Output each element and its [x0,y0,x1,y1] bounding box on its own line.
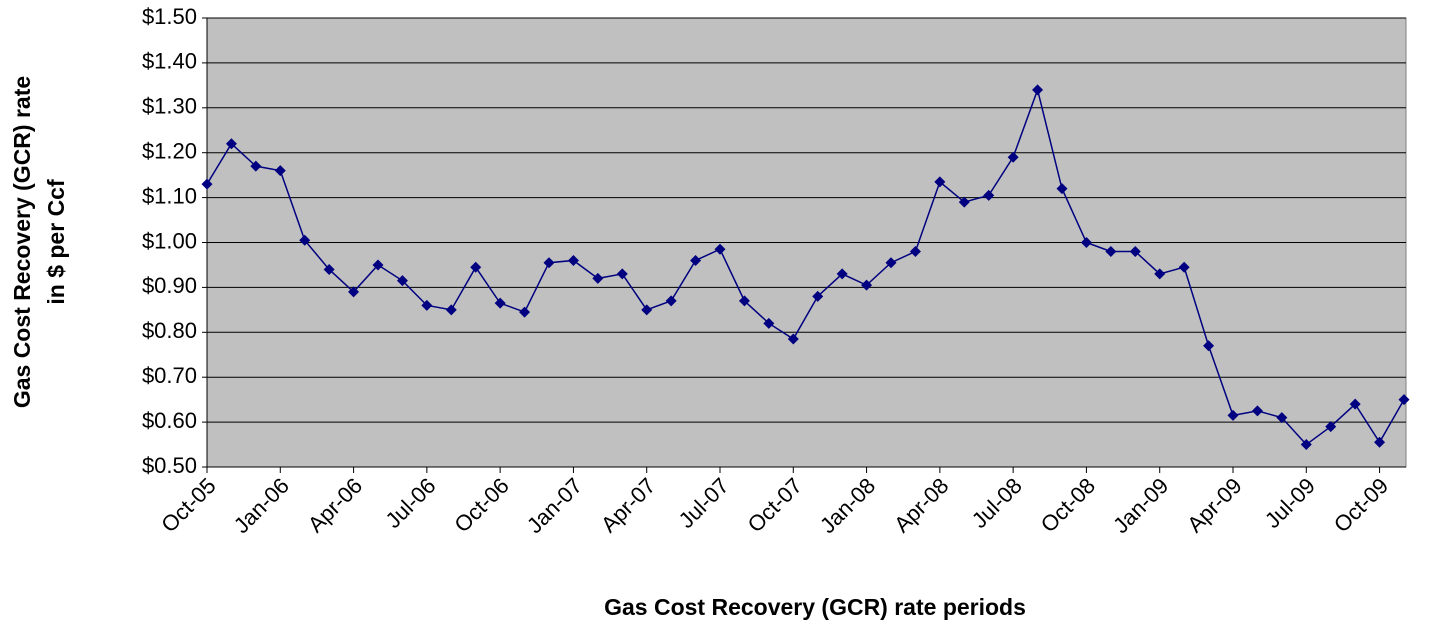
x-tick-label: Apr-06 [303,473,367,537]
data-point [1300,439,1312,451]
data-point [372,259,384,271]
data-point [250,160,262,172]
y-tick-label: $0.60 [142,408,197,433]
x-tick-label: Oct-07 [743,473,807,537]
x-tick-label: Jul-09 [1260,473,1320,533]
x-tick-label: Oct-05 [156,473,220,537]
data-point [812,290,824,302]
data-point [445,304,457,316]
data-point [1325,421,1337,433]
data-point [1105,245,1117,257]
data-point [690,254,702,266]
data-point [543,257,555,269]
data-point [201,178,213,190]
y-axis-title: in $ per Ccf [43,179,69,305]
data-point [1276,412,1288,424]
x-tick-label: Apr-07 [596,473,660,537]
data-point [1129,245,1141,257]
data-point [958,196,970,208]
x-tick-label: Apr-08 [889,473,953,537]
y-tick-label: $1.00 [142,228,197,253]
data-point [616,268,628,280]
data-point [323,263,335,275]
data-point [470,261,482,273]
data-point [1178,261,1190,273]
x-tick-label: Oct-08 [1036,473,1100,537]
data-point [494,297,506,309]
data-point [665,295,677,307]
data-point [1203,340,1215,352]
y-axis-title: Gas Cost Recovery (GCR) rate [9,76,35,408]
y-tick-label: $0.50 [142,453,197,478]
data-point [421,299,433,311]
data-point [1227,409,1239,421]
y-tick-label: $1.30 [142,94,197,119]
data-point [641,304,653,316]
data-point [909,245,921,257]
x-tick-label: Oct-09 [1329,473,1393,537]
data-point [1349,398,1361,410]
data-point [983,189,995,201]
x-tick-label: Jul-08 [967,473,1027,533]
y-tick-label: $0.70 [142,363,197,388]
x-tick-label: Jan-08 [815,473,880,538]
data-point [836,268,848,280]
data-point [861,279,873,291]
data-point [519,306,531,318]
x-tick-label: Oct-06 [449,473,513,537]
x-tick-label: Jan-06 [229,473,294,538]
data-line [206,87,1405,446]
x-axis-title: Gas Cost Recovery (GCR) rate periods [604,594,1026,620]
data-point [1154,268,1166,280]
data-point [1056,183,1068,195]
x-tick-label: Jul-07 [674,473,734,533]
y-tick-label: $1.50 [142,4,197,29]
data-point [592,272,604,284]
y-tick-label: $0.90 [142,273,197,298]
data-point [714,243,726,255]
data-point [787,333,799,345]
data-point [396,275,408,287]
data-point [1032,84,1044,96]
data-point [225,138,237,150]
data-point [274,165,286,177]
data-point [1398,394,1410,406]
y-tick-label: $1.40 [142,49,197,74]
data-point [934,176,946,188]
data-point [885,257,897,269]
y-tick-label: $1.20 [142,139,197,164]
data-point [567,254,579,266]
y-tick-label: $1.10 [142,183,197,208]
y-tick-label: $0.80 [142,318,197,343]
x-tick-label: Jul-06 [380,473,440,533]
data-point [738,295,750,307]
x-tick-label: Jan-07 [522,473,587,538]
x-tick-label: Jan-09 [1108,473,1173,538]
data-point [1007,151,1019,163]
data-point [1374,436,1386,448]
data-point [299,234,311,246]
data-point [348,286,360,298]
data-point [1251,405,1263,417]
x-tick-label: Apr-09 [1182,473,1246,537]
data-point [1080,237,1092,248]
data-point [763,317,775,329]
